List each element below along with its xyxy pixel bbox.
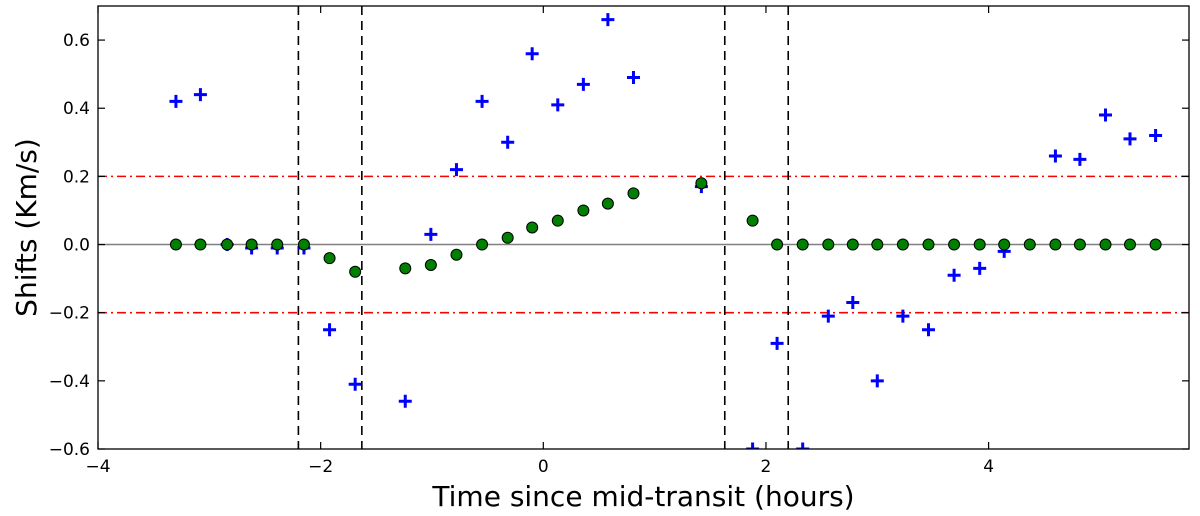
circle-point [450, 248, 463, 261]
plus-point [169, 94, 183, 108]
data-markers [169, 13, 1163, 449]
plus-point [947, 268, 961, 282]
plus-point [770, 336, 784, 350]
plus-point [525, 47, 539, 61]
plus-point [821, 309, 835, 323]
plus-point [193, 88, 207, 102]
x-tick-label: −4 [85, 457, 110, 477]
reference-lines [98, 6, 1189, 449]
plus-point [846, 295, 860, 309]
y-tick-label: 0.4 [63, 99, 90, 119]
plus-point [896, 309, 910, 323]
circle-point [349, 265, 362, 278]
circle-point [194, 238, 207, 251]
x-tick-label: −2 [308, 457, 333, 477]
circle-point [796, 238, 809, 251]
circle-point [424, 258, 437, 271]
circle-point [1049, 238, 1062, 251]
circle-point [1023, 238, 1036, 251]
x-tick-label: 0 [538, 457, 549, 477]
circle-point [271, 238, 284, 251]
circle-point [399, 262, 412, 275]
circle-point [627, 187, 640, 200]
circle-point [771, 238, 784, 251]
y-tick-label: 0.0 [63, 236, 90, 256]
plot-frame [97, 5, 1190, 450]
circle-point [577, 204, 590, 217]
circle-point [245, 238, 258, 251]
circle-point [297, 238, 310, 251]
circle-point [871, 238, 884, 251]
plus-point [501, 135, 515, 149]
circle-point [846, 238, 859, 251]
circle-point [973, 238, 986, 251]
axis-ticks: −4 −2 0 2 4 −0.6 −0.4 −0.2 0.0 0.2 0.4 0.6 [49, 6, 1189, 477]
plus-point [601, 13, 615, 27]
plus-point [1123, 132, 1137, 146]
plus-point [449, 163, 463, 177]
circle-point [1123, 238, 1136, 251]
y-tick-label: −0.6 [49, 440, 90, 460]
circle-point [169, 238, 182, 251]
plus-point [576, 77, 590, 91]
circle-point [323, 252, 336, 265]
circle-point [221, 238, 234, 251]
y-tick-label: −0.2 [49, 304, 90, 324]
plot-frame-group [97, 5, 1190, 450]
circle-point [746, 214, 759, 227]
plus-point [551, 98, 565, 112]
y-axis-label: Shifts (Km/s) [10, 138, 43, 317]
circle-point [1073, 238, 1086, 251]
plus-point [973, 261, 987, 275]
y-tick-label: −0.4 [49, 372, 90, 392]
circle-point [896, 238, 909, 251]
x-tick-label: 4 [983, 457, 994, 477]
circle-point [822, 238, 835, 251]
plus-point [870, 374, 884, 388]
circle-point [476, 238, 489, 251]
circle-point [501, 231, 514, 244]
circle-point [998, 238, 1011, 251]
plus-point [1149, 128, 1163, 142]
plus-point [398, 394, 412, 408]
plus-point [921, 323, 935, 337]
circle-point [695, 177, 708, 190]
plus-point [1099, 108, 1113, 122]
y-tick-label: 0.2 [63, 167, 90, 187]
circle-point [551, 214, 564, 227]
circle-point [1149, 238, 1162, 251]
plus-point [424, 227, 438, 241]
plus-point [323, 323, 337, 337]
x-axis-label: Time since mid-transit (hours) [431, 480, 854, 513]
y-tick-label: 0.6 [63, 31, 90, 51]
x-tick-label: 2 [761, 457, 772, 477]
plus-point [796, 442, 810, 449]
plus-point [1048, 149, 1062, 163]
plus-point [1073, 152, 1087, 166]
circle-point [601, 197, 614, 210]
plus-point [475, 94, 489, 108]
circle-point [526, 221, 539, 234]
plus-point [746, 442, 760, 449]
circle-point [922, 238, 935, 251]
circle-point [1099, 238, 1112, 251]
circle-point [948, 238, 961, 251]
plus-point [348, 377, 362, 391]
plus-point [626, 71, 640, 85]
